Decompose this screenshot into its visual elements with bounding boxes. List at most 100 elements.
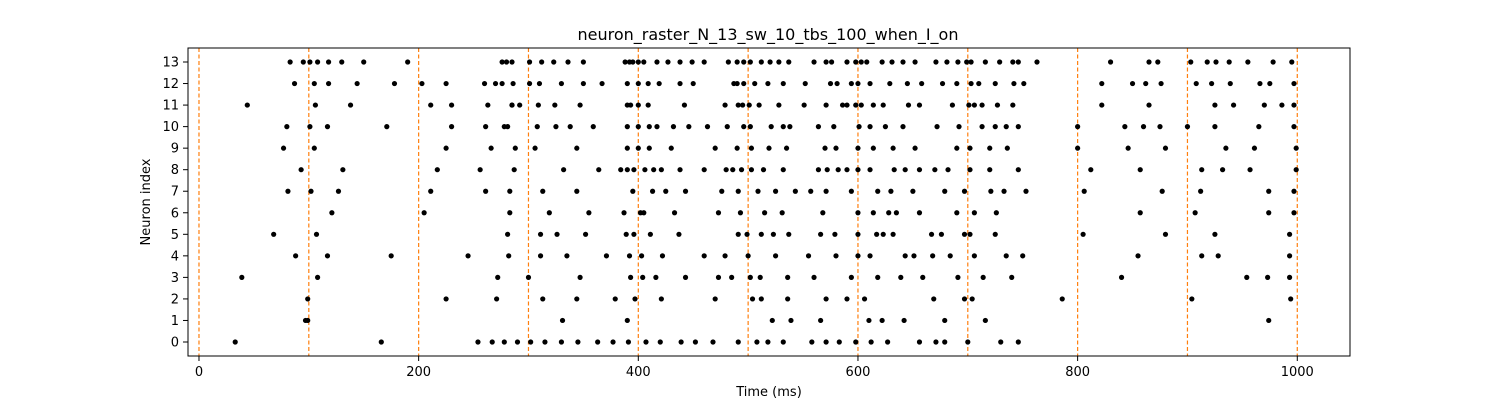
spike-point xyxy=(855,253,861,259)
spike-point xyxy=(1193,80,1199,87)
y-tick-label: 3 xyxy=(171,271,179,286)
spike-point xyxy=(1015,124,1021,130)
spike-point xyxy=(776,102,782,108)
spike-point xyxy=(971,102,977,108)
spike-point xyxy=(879,59,885,65)
spike-point xyxy=(623,231,629,237)
spike-point xyxy=(982,59,988,65)
spike-point xyxy=(682,274,689,280)
spike-point xyxy=(314,59,321,65)
spike-point xyxy=(786,231,792,237)
spike-point xyxy=(525,274,532,280)
spike-point xyxy=(823,188,829,194)
spike-point xyxy=(890,145,896,151)
spike-point xyxy=(1021,80,1027,87)
spike-point xyxy=(969,296,975,302)
spike-point xyxy=(853,339,859,345)
y-tick-label: 8 xyxy=(171,163,179,178)
spike-point xyxy=(575,339,581,345)
spike-point xyxy=(635,124,641,130)
spike-point xyxy=(890,231,896,237)
spike-point xyxy=(1199,167,1205,173)
spike-point xyxy=(647,231,653,237)
spike-point xyxy=(558,80,565,87)
spike-point xyxy=(1226,59,1232,65)
spike-point xyxy=(831,124,837,130)
spike-point xyxy=(961,231,968,237)
spike-point xyxy=(987,167,993,173)
spike-point xyxy=(1003,253,1009,259)
spike-point xyxy=(692,339,699,345)
spike-point xyxy=(577,274,583,280)
y-tick-label: 7 xyxy=(171,185,179,200)
spike-point xyxy=(992,124,998,130)
spike-point xyxy=(919,80,925,87)
spike-point xyxy=(780,339,786,345)
spike-point xyxy=(448,124,455,130)
y-tick-label: 4 xyxy=(171,249,179,264)
spike-point xyxy=(758,59,764,65)
spike-point xyxy=(528,339,534,345)
spike-point xyxy=(912,59,918,65)
spike-point xyxy=(329,210,335,216)
spike-point xyxy=(475,339,481,345)
spike-point xyxy=(1265,274,1271,280)
spike-point xyxy=(786,59,792,65)
spike-point xyxy=(822,145,828,151)
spike-point xyxy=(779,210,785,216)
spike-point xyxy=(749,296,756,302)
spike-point xyxy=(670,124,677,130)
spike-point xyxy=(916,339,923,345)
spike-point xyxy=(682,188,689,194)
spike-point xyxy=(879,317,885,324)
spike-point xyxy=(271,231,277,237)
spike-point xyxy=(510,80,516,87)
spike-point xyxy=(889,59,895,65)
spike-point xyxy=(641,59,647,65)
spike-point xyxy=(888,188,894,194)
spike-point xyxy=(1293,167,1299,173)
spike-point xyxy=(565,59,571,65)
spike-point xyxy=(848,274,854,280)
plot-frame xyxy=(187,47,1351,357)
spike-point xyxy=(511,167,517,173)
spike-point xyxy=(701,59,707,65)
spike-point xyxy=(848,188,854,194)
spike-point xyxy=(992,80,998,87)
spike-point xyxy=(546,210,552,216)
spike-point xyxy=(574,145,580,151)
spike-point xyxy=(882,124,889,130)
spike-point xyxy=(762,210,768,216)
spike-point xyxy=(1075,145,1081,151)
spike-point xyxy=(792,188,798,194)
spike-point xyxy=(1291,124,1297,130)
spike-point xyxy=(911,253,917,259)
spike-point xyxy=(776,59,782,65)
spike-point xyxy=(965,339,971,345)
spike-point xyxy=(1075,124,1081,130)
spike-point xyxy=(758,296,764,302)
spike-point xyxy=(769,317,775,324)
spike-point xyxy=(574,296,580,302)
spike-point xyxy=(640,274,646,280)
spike-point xyxy=(671,210,678,216)
spike-point xyxy=(645,80,651,87)
spike-point xyxy=(448,102,455,108)
spike-point xyxy=(590,124,596,130)
spike-point xyxy=(291,80,298,87)
spike-point xyxy=(853,59,859,65)
spike-point xyxy=(681,102,688,108)
spike-point xyxy=(506,253,512,259)
spike-point xyxy=(654,124,660,130)
spike-point xyxy=(1293,145,1299,151)
spike-point xyxy=(312,102,319,108)
y-tick-label: 9 xyxy=(171,142,179,157)
spike-point xyxy=(428,102,434,108)
spike-point xyxy=(938,231,945,237)
spike-point xyxy=(880,102,886,108)
y-tick-label: 0 xyxy=(171,336,179,351)
spike-point xyxy=(745,253,751,259)
spike-point xyxy=(966,102,972,108)
spike-point xyxy=(901,317,907,324)
spike-point xyxy=(505,124,511,130)
